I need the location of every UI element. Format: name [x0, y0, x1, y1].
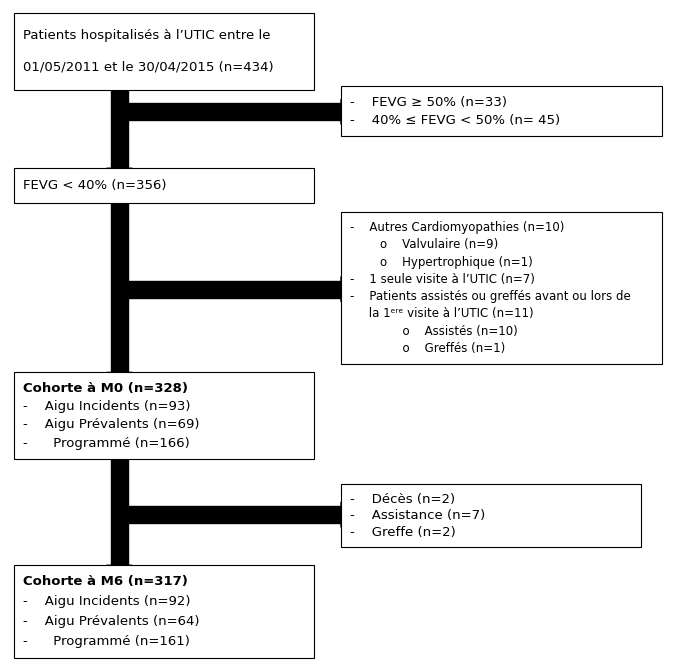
Polygon shape [106, 565, 132, 582]
Polygon shape [341, 99, 358, 124]
FancyBboxPatch shape [14, 372, 314, 459]
FancyBboxPatch shape [110, 168, 128, 372]
FancyBboxPatch shape [110, 90, 128, 168]
Polygon shape [341, 277, 358, 302]
FancyBboxPatch shape [341, 212, 662, 364]
FancyBboxPatch shape [119, 281, 341, 298]
Text: -    Assistance (n=7): - Assistance (n=7) [350, 509, 485, 522]
Text: o    Hypertrophique (n=1): o Hypertrophique (n=1) [350, 255, 533, 269]
Text: Cohorte à M6 (n=317): Cohorte à M6 (n=317) [23, 575, 188, 589]
FancyBboxPatch shape [110, 459, 128, 565]
Text: -    Patients assistés ou greffés avant ou lors de: - Patients assistés ou greffés avant ou … [350, 290, 631, 303]
Polygon shape [341, 502, 358, 527]
FancyBboxPatch shape [341, 86, 662, 136]
FancyBboxPatch shape [14, 13, 314, 90]
Text: o    Greffés (n=1): o Greffés (n=1) [350, 342, 505, 355]
Polygon shape [106, 168, 132, 185]
Text: -    FEVG ≥ 50% (n=33): - FEVG ≥ 50% (n=33) [350, 96, 507, 109]
Text: Patients hospitalisés à l’UTIC entre le: Patients hospitalisés à l’UTIC entre le [23, 29, 270, 43]
Text: -    Aigu Incidents (n=92): - Aigu Incidents (n=92) [23, 595, 190, 608]
Text: -      Programmé (n=161): - Programmé (n=161) [23, 635, 190, 648]
FancyBboxPatch shape [341, 484, 641, 547]
Text: FEVG < 40% (n=356): FEVG < 40% (n=356) [23, 179, 166, 192]
Text: o    Assistés (n=10): o Assistés (n=10) [350, 325, 518, 338]
Text: -    Aigu Prévalents (n=64): - Aigu Prévalents (n=64) [23, 615, 199, 628]
Text: -    Greffe (n=2): - Greffe (n=2) [350, 526, 456, 539]
Text: o    Valvulaire (n=9): o Valvulaire (n=9) [350, 238, 498, 251]
Text: Cohorte à M0 (n=328): Cohorte à M0 (n=328) [23, 382, 188, 395]
Text: -    Autres Cardiomyopathies (n=10): - Autres Cardiomyopathies (n=10) [350, 221, 564, 234]
Text: -    Aigu Incidents (n=93): - Aigu Incidents (n=93) [23, 400, 190, 413]
FancyBboxPatch shape [119, 103, 341, 120]
FancyBboxPatch shape [119, 507, 341, 523]
Text: -    40% ≤ FEVG < 50% (n= 45): - 40% ≤ FEVG < 50% (n= 45) [350, 114, 560, 127]
Text: -    Aigu Prévalents (n=69): - Aigu Prévalents (n=69) [23, 418, 199, 432]
Polygon shape [106, 372, 132, 389]
Text: -    Décès (n=2): - Décès (n=2) [350, 493, 455, 505]
Text: 01/05/2011 et le 30/04/2015 (n=434): 01/05/2011 et le 30/04/2015 (n=434) [23, 61, 273, 74]
Text: -      Programmé (n=166): - Programmé (n=166) [23, 436, 190, 450]
FancyBboxPatch shape [14, 168, 314, 203]
Text: la 1ᵉʳᵉ visite à l’UTIC (n=11): la 1ᵉʳᵉ visite à l’UTIC (n=11) [350, 307, 533, 321]
FancyBboxPatch shape [14, 565, 314, 658]
Text: -    1 seule visite à l’UTIC (n=7): - 1 seule visite à l’UTIC (n=7) [350, 273, 535, 286]
